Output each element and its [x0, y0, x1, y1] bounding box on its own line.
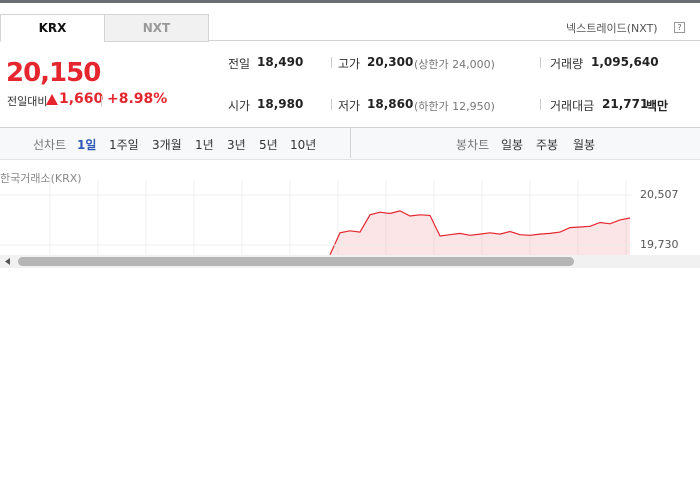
separator: [331, 99, 332, 110]
market-link[interactable]: 넥스트레이드(NXT): [566, 22, 658, 35]
separator: [331, 57, 332, 68]
stat-value: 18,490: [257, 55, 304, 69]
period[interactable]: 3개월: [152, 138, 182, 152]
top-bar: [0, 0, 700, 3]
stat-label: 거래량: [550, 57, 584, 71]
period[interactable]: 3년: [227, 138, 246, 152]
tab-nxt[interactable]: NXT: [104, 14, 209, 42]
y-tick-label: 19,730: [640, 238, 679, 251]
stat-label: 고가: [338, 57, 361, 71]
candle-period[interactable]: 주봉: [536, 138, 559, 152]
price-area: [330, 210, 630, 255]
period[interactable]: 1년: [195, 138, 214, 152]
stat-value: 1,095,640: [591, 55, 659, 69]
separator: [101, 96, 102, 107]
stat-value: 21,771: [602, 97, 649, 111]
stat-label: 저가: [338, 99, 361, 113]
stat-label: 전일: [228, 57, 251, 71]
stat-unit: 백만: [646, 99, 669, 113]
chart: 20,507 19,730: [0, 180, 700, 268]
period[interactable]: 1일: [77, 138, 97, 152]
chart-source: 한국거래소(KRX): [0, 172, 82, 185]
stat-note: (상한가 24,000): [414, 58, 495, 71]
tab-line: [208, 40, 700, 41]
stat-label: 거래대금: [550, 99, 595, 113]
change-label: 전일대비: [7, 95, 48, 108]
scroll-thumb[interactable]: [18, 257, 574, 266]
change-rate: +8.98%: [107, 91, 168, 107]
toolbar-divider: [350, 128, 351, 158]
stat-note: (하한가 12,950): [414, 100, 495, 113]
separator: [540, 99, 541, 110]
candle-period[interactable]: 월봉: [573, 138, 596, 152]
stat-value: 18,980: [257, 97, 304, 111]
period[interactable]: 1주일: [109, 138, 139, 152]
current-price: 20,150: [6, 58, 101, 88]
separator: [540, 57, 541, 68]
stat-label: 시가: [228, 99, 251, 113]
stat-value: 20,300: [367, 55, 414, 69]
stat-value: 18,860: [367, 97, 414, 111]
line-chart-label: 선차트: [33, 138, 67, 152]
help-icon[interactable]: ?: [674, 22, 685, 33]
period[interactable]: 10년: [290, 138, 317, 152]
candle-chart-label: 봉차트: [456, 138, 490, 152]
up-arrow: [46, 94, 58, 105]
candle-period[interactable]: 일봉: [501, 138, 524, 152]
tab-krx[interactable]: KRX: [0, 14, 105, 42]
period[interactable]: 5년: [259, 138, 278, 152]
y-tick-label: 20,507: [640, 188, 679, 201]
change: 1,660: [59, 91, 104, 107]
scroll-left[interactable]: [5, 258, 10, 265]
price-line: [329, 210, 631, 255]
